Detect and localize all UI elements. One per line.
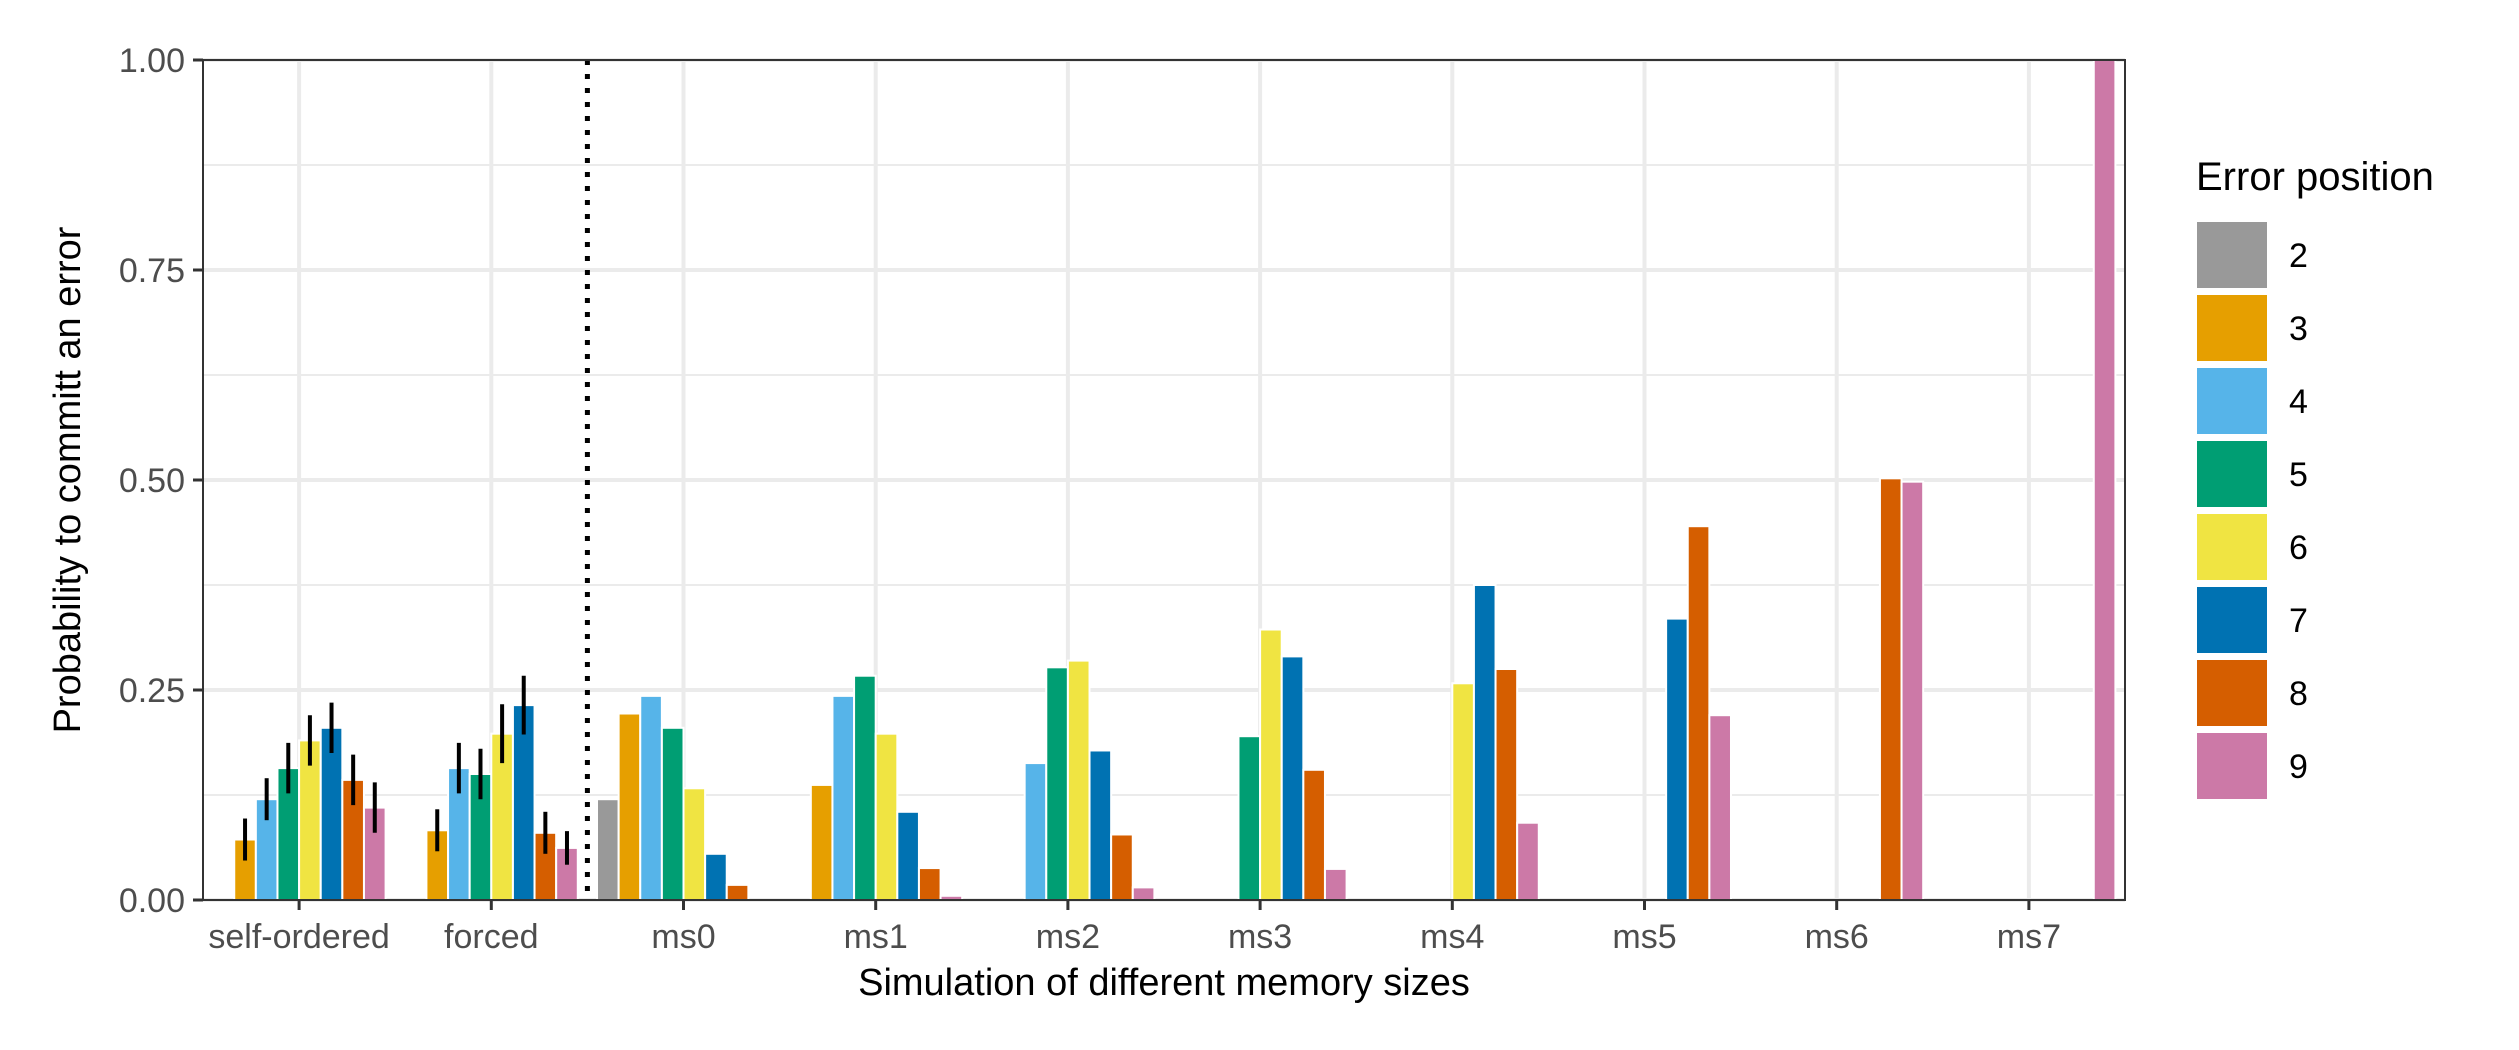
bar-ms3-pos-5 (1237, 735, 1262, 902)
bar-ms1-pos-7 (896, 810, 920, 901)
y-tick-label: 0.00 (119, 882, 185, 920)
bar-ms4-pos-6 (1451, 682, 1475, 902)
x-axis: self-ordered forced ms0 ms1 ms2 ms3 ms4 ms5 ms6 m… (208, 900, 2061, 956)
legend-label-2: 2 (2289, 237, 2308, 275)
legend-key-4 (2197, 368, 2267, 434)
bar-ms2-pos-8 (1110, 833, 1134, 901)
bar-ms2-pos-4 (1023, 762, 1048, 902)
bar-ms0-pos-5 (660, 726, 685, 901)
bar-ms2-pos-6 (1066, 659, 1091, 901)
legend-label-7: 7 (2289, 602, 2308, 640)
bar-ms4-pos-7 (1472, 584, 1497, 901)
x-tick-label: ms7 (1997, 918, 2061, 956)
x-tick-label: ms1 (844, 918, 908, 956)
bar-ms0-pos-7 (704, 852, 728, 901)
bar-ms3-pos-8 (1302, 768, 1326, 901)
bar-ms6-pos-9 (1900, 480, 1925, 901)
bar-ms1-pos-8 (917, 867, 942, 902)
bar-ms6-pos-8 (1878, 477, 1903, 901)
x-tick-label: forced (444, 918, 539, 956)
bar-ms3-pos-9 (1323, 867, 1348, 901)
bar-ms4-pos-8 (1494, 668, 1519, 901)
x-axis-title: Simulation of different memory sizes (858, 962, 1470, 1004)
bar-ms0-pos-6 (682, 787, 707, 902)
y-axis-title: Probability to committ an error (47, 226, 89, 733)
bar-ms0-pos-8 (725, 883, 750, 902)
legend-key-8 (2197, 660, 2267, 726)
legend-title: Error position (2196, 155, 2434, 199)
bar-ms7-pos-9 (2092, 59, 2117, 901)
bar-ms0-pos-4 (639, 694, 663, 901)
y-tick-label: 0.25 (119, 672, 185, 710)
bar-ms3-pos-7 (1280, 655, 1305, 902)
legend-label-3: 3 (2289, 310, 2308, 348)
x-tick-label: ms6 (1805, 918, 1869, 956)
bar-ms5-pos-9 (1708, 714, 1732, 902)
bar-self-ordered-pos-7 (319, 726, 344, 901)
legend-label-6: 6 (2289, 529, 2308, 567)
bar-ms1-pos-4 (831, 694, 856, 901)
bars (233, 59, 2117, 902)
bar-ms2-pos-9 (1131, 886, 1156, 902)
legend-key-5 (2197, 441, 2267, 507)
legend-label-4: 4 (2289, 383, 2308, 421)
legend: 2 3 4 5 6 7 8 9 (2197, 222, 2308, 799)
legend-key-7 (2197, 587, 2267, 653)
bar-ms3-pos-6 (1259, 628, 1283, 902)
bar-ms2-pos-7 (1088, 749, 1113, 901)
legend-key-6 (2197, 514, 2267, 580)
y-axis: 0.00 0.25 0.50 0.75 1.00 (119, 42, 203, 920)
bar-ms1-pos-3 (809, 783, 834, 901)
x-tick-label: ms2 (1036, 918, 1100, 956)
error-bars (243, 675, 569, 865)
bar-ms0-pos-3 (617, 712, 642, 902)
legend-key-2 (2197, 222, 2267, 288)
legend-label-9: 9 (2289, 748, 2308, 786)
bar-ms1-pos-6 (874, 732, 899, 901)
y-tick-label: 0.75 (119, 252, 185, 290)
x-tick-label: ms5 (1612, 918, 1676, 956)
x-tick-label: self-ordered (208, 918, 389, 956)
bar-ms4-pos-9 (1516, 821, 1540, 901)
bar-ms2-pos-5 (1045, 666, 1069, 901)
bar-ms0-pos-2 (596, 798, 620, 902)
legend-key-9 (2197, 733, 2267, 799)
legend-label-5: 5 (2289, 456, 2308, 494)
bar-ms5-pos-7 (1665, 617, 1689, 901)
bar-ms1-pos-5 (853, 674, 877, 901)
x-tick-label: ms0 (651, 918, 715, 956)
legend-key-3 (2197, 295, 2267, 361)
y-tick-label: 1.00 (119, 42, 185, 80)
y-tick-label: 0.50 (119, 462, 185, 500)
bar-ms5-pos-8 (1686, 525, 1711, 901)
legend-label-8: 8 (2289, 675, 2308, 713)
x-tick-label: ms3 (1228, 918, 1292, 956)
x-tick-label: ms4 (1420, 918, 1484, 956)
